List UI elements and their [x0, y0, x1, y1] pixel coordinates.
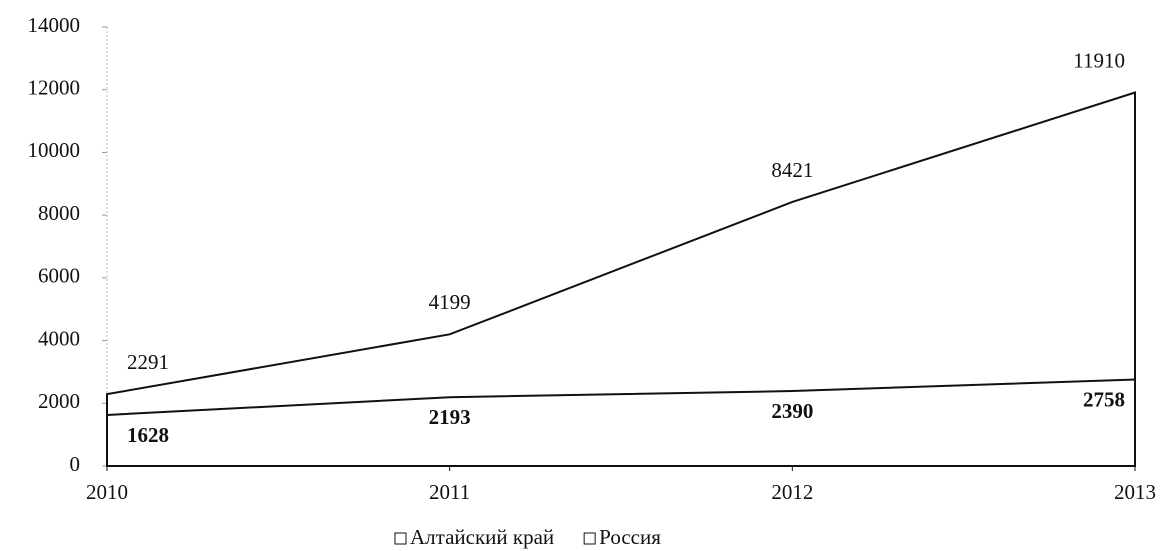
x-tick-label: 2012	[771, 480, 813, 504]
y-tick-label: 2000	[38, 389, 80, 413]
y-tick-label: 10000	[28, 138, 81, 162]
x-tick-label: 2011	[429, 480, 470, 504]
x-tick-label: 2010	[86, 480, 128, 504]
y-tick-label: 6000	[38, 264, 80, 288]
legend-label: Алтайский край	[410, 525, 554, 549]
data-label: 1628	[127, 423, 169, 447]
y-tick-label: 4000	[38, 326, 80, 350]
data-label: 2291	[127, 350, 169, 374]
y-tick-label: 14000	[28, 13, 81, 37]
legend-swatch	[394, 532, 407, 545]
y-tick-label: 0	[70, 452, 81, 476]
x-tick-label: 2013	[1114, 480, 1156, 504]
y-tick-label: 8000	[38, 201, 80, 225]
data-label: 2390	[771, 399, 813, 423]
data-label: 11910	[1073, 48, 1125, 72]
y-tick-label: 12000	[28, 76, 81, 100]
data-label: 4199	[429, 290, 471, 314]
data-label: 2758	[1083, 387, 1125, 411]
legend-swatch	[583, 532, 596, 545]
legend-label: Россия	[599, 525, 661, 549]
data-label: 8421	[771, 158, 813, 182]
data-label: 2193	[429, 405, 471, 429]
